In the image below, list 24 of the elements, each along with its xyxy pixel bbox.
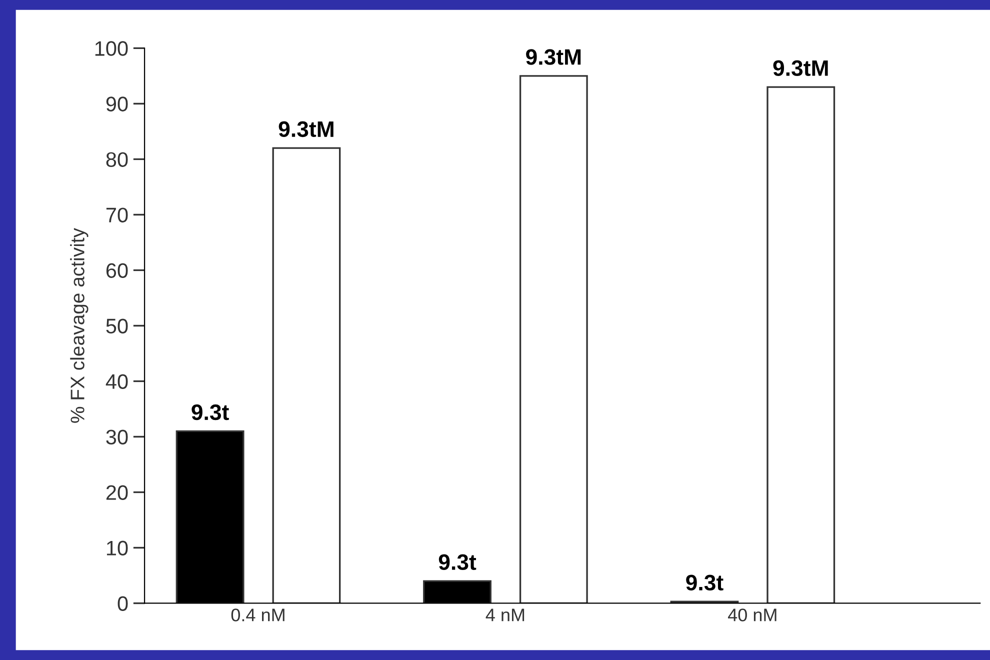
y-tick-label: 0	[118, 596, 128, 611]
bar	[766, 86, 836, 604]
text: 9.3tM	[526, 49, 581, 65]
y-tick-label: 100	[95, 41, 128, 56]
y-tick-label: 50	[106, 318, 128, 334]
y-tick-label: 70	[106, 208, 128, 222]
series-label: 9.3tM	[278, 121, 334, 138]
x-tick-label: 40 nM	[728, 608, 776, 622]
y-tick-label: 90	[106, 96, 128, 112]
bar	[519, 75, 588, 604]
text: 9.3tM	[773, 60, 828, 76]
x-tick-label: 0.4 nM	[231, 608, 284, 622]
y-tick-label: 20	[106, 485, 128, 500]
y-tick-label: 30	[106, 430, 128, 444]
series-label: 9.3t	[192, 404, 229, 420]
y-tick-label: 60	[106, 263, 128, 278]
text: 9.3t	[686, 574, 724, 591]
y-tick-label: 80	[106, 152, 128, 167]
y-tick-label: 40	[106, 374, 128, 389]
y-tick-label: 10	[106, 540, 128, 556]
x-tick-label: 4 nM	[486, 608, 524, 622]
text: 9.3t	[438, 554, 476, 570]
bar	[272, 147, 341, 604]
y-axis-title: % FX cleavage activity	[70, 228, 88, 423]
